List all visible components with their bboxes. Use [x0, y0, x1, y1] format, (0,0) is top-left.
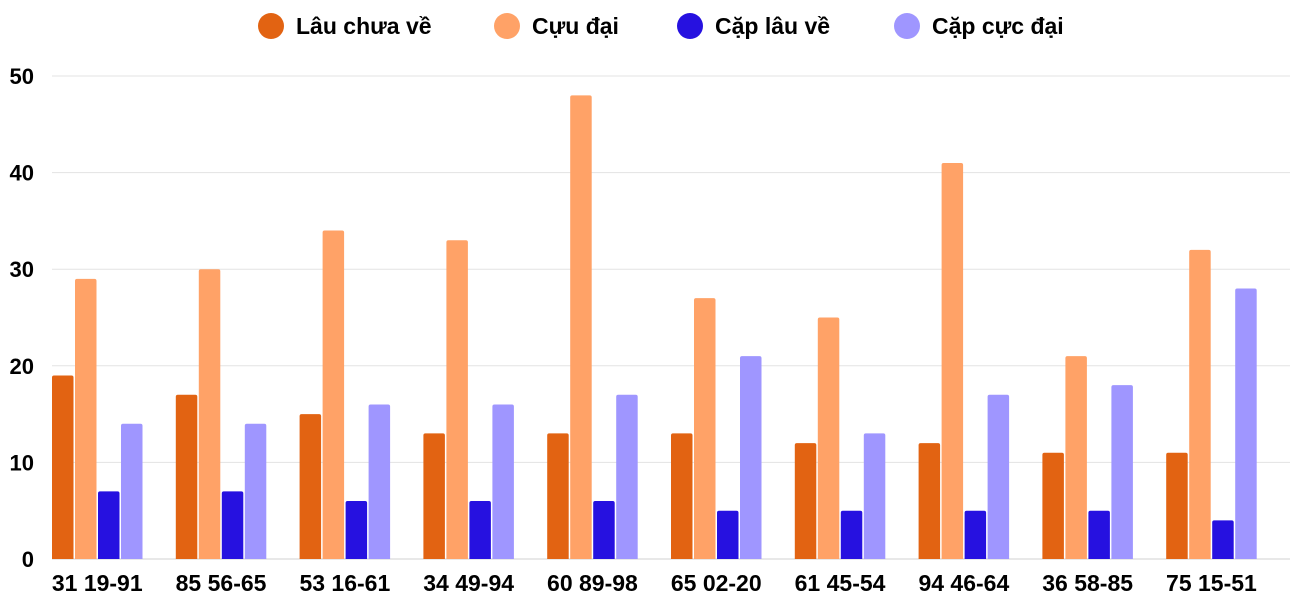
x-tick-label: 53 16-61	[299, 570, 390, 596]
bar-2-53_16-61	[322, 230, 345, 559]
legend-swatch	[258, 13, 284, 39]
y-tick-label: 30	[10, 257, 34, 282]
bar-3-36_58-85	[1088, 510, 1110, 559]
x-tick-label: 61 45-54	[795, 570, 886, 596]
bar-1-60_89-98	[547, 433, 569, 559]
y-tick-label: 40	[10, 161, 34, 186]
legend-item[interactable]: Lâu chưa về	[258, 13, 432, 39]
bar-1-75_15-51	[1166, 452, 1188, 559]
bar-3-61_45-54	[840, 510, 863, 559]
x-tick-label: 75 15-51	[1166, 570, 1257, 596]
bar-3-65_02-20	[717, 510, 739, 559]
legend-label: Cặp lâu về	[715, 13, 830, 39]
bar-4-60_89-98	[616, 394, 638, 559]
bar-3-60_89-98	[593, 501, 615, 559]
y-tick-label: 50	[10, 64, 34, 89]
bar-3-85_56-65	[221, 491, 244, 559]
legend-label: Lâu chưa về	[296, 13, 432, 39]
legend-swatch	[894, 13, 920, 39]
x-tick-label: 34 49-94	[423, 570, 514, 596]
bar-3-94_46-64	[964, 510, 987, 559]
bar-2-94_46-64	[941, 162, 964, 559]
bar-2-75_15-51	[1189, 249, 1211, 559]
bar-2-60_89-98	[570, 95, 592, 559]
y-tick-label: 0	[22, 547, 34, 572]
bar-4-61_45-54	[863, 433, 886, 559]
bar-4-65_02-20	[740, 356, 762, 559]
x-tick-label: 60 89-98	[547, 570, 638, 596]
bar-4-85_56-65	[244, 423, 267, 559]
x-tick-label: 31 19-91	[52, 570, 143, 596]
bar-4-31_19-91	[121, 423, 143, 559]
bar-4-36_58-85	[1111, 385, 1133, 559]
bar-2-65_02-20	[694, 298, 716, 559]
x-tick-label: 85 56-65	[176, 570, 267, 596]
bar-1-94_46-64	[918, 443, 941, 559]
legend-item[interactable]: Cặp lâu về	[677, 13, 830, 39]
bar-4-34_49-94	[492, 404, 514, 559]
bar-1-85_56-65	[175, 394, 198, 559]
bar-3-31_19-91	[98, 491, 120, 559]
bar-2-31_19-91	[75, 278, 97, 559]
x-tick-label: 65 02-20	[671, 570, 762, 596]
bars	[52, 95, 1257, 559]
bar-3-53_16-61	[345, 501, 368, 559]
x-tick-label: 36 58-85	[1042, 570, 1133, 596]
bar-1-34_49-94	[423, 433, 445, 559]
bar-1-61_45-54	[794, 443, 817, 559]
x-tick-label: 94 46-64	[918, 570, 1009, 596]
bar-1-31_19-91	[52, 375, 74, 559]
y-tick-label: 20	[10, 354, 34, 379]
bar-1-65_02-20	[671, 433, 693, 559]
bar-1-53_16-61	[299, 414, 322, 559]
legend-swatch	[494, 13, 520, 39]
legend-item[interactable]: Cựu đại	[494, 13, 619, 39]
bar-2-36_58-85	[1065, 356, 1087, 559]
bar-4-94_46-64	[987, 394, 1010, 559]
legend-label: Cặp cực đại	[932, 13, 1064, 39]
legend: Lâu chưa về Cựu đại Cặp lâu về Cặp cực đại	[258, 13, 1064, 39]
bar-1-36_58-85	[1042, 452, 1064, 559]
bar-3-34_49-94	[469, 501, 491, 559]
bar-4-53_16-61	[368, 404, 391, 559]
legend-item[interactable]: Cặp cực đại	[894, 13, 1064, 39]
bar-4-75_15-51	[1235, 288, 1257, 559]
bar-2-34_49-94	[446, 240, 468, 559]
legend-swatch	[677, 13, 703, 39]
bar-2-61_45-54	[817, 317, 840, 559]
legend-label: Cựu đại	[532, 13, 619, 39]
y-axis: 0 10 20 30 40 50	[10, 64, 34, 572]
x-axis: 31 19-91 85 56-65 53 16-61 34 49-94 60 89-98…	[52, 570, 1257, 596]
y-tick-label: 10	[10, 450, 34, 475]
bar-2-85_56-65	[198, 269, 221, 559]
bar-3-75_15-51	[1212, 520, 1234, 559]
